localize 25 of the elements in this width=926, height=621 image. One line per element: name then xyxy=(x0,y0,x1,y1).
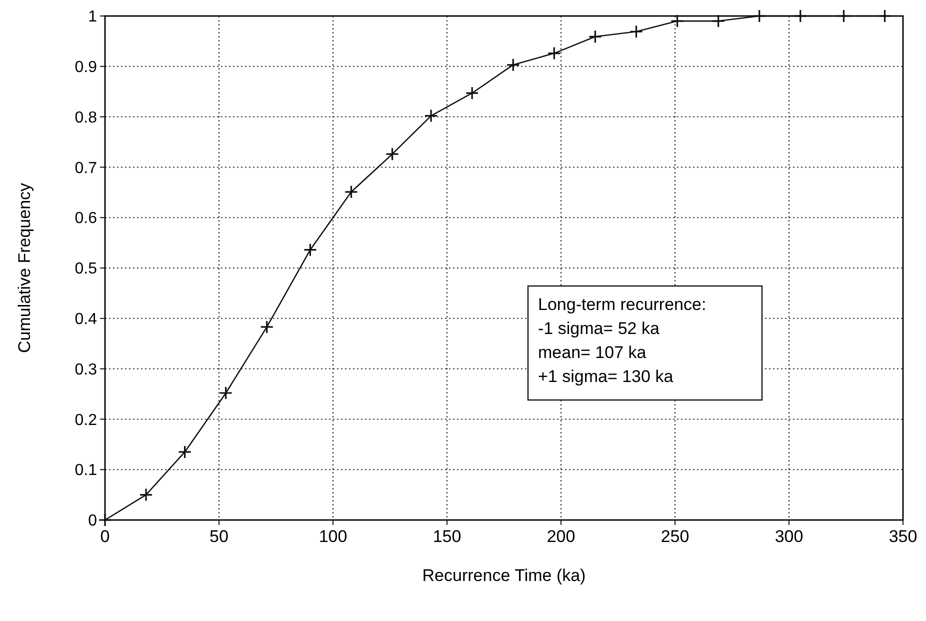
x-tick-label: 200 xyxy=(546,527,576,546)
y-tick-label: 0 xyxy=(88,512,98,530)
y-tick-label: 0.7 xyxy=(74,160,98,177)
y-tick-label: 0.2 xyxy=(74,412,98,429)
annotation: mean= 107 ka xyxy=(538,343,647,362)
annotation: -1 sigma= 52 ka xyxy=(538,319,660,338)
x-tick-label: 150 xyxy=(432,527,462,546)
y-tick-label: 0.8 xyxy=(74,109,98,126)
x-tick-label: 350 xyxy=(888,527,918,546)
y-tick-label: 1 xyxy=(88,8,98,26)
annotation: +1 sigma= 130 ka xyxy=(538,367,674,386)
x-tick-label: 300 xyxy=(774,527,804,546)
x-axis-title: Recurrence Time (ka) xyxy=(422,566,586,585)
y-tick-label: 0.6 xyxy=(74,210,98,228)
y-tick-label: 0.9 xyxy=(74,59,98,76)
annotation: Long-term recurrence: xyxy=(538,295,706,314)
y-tick-label: 0.3 xyxy=(74,361,98,378)
x-tick-label: 100 xyxy=(318,527,348,546)
y-tick-label: 0.4 xyxy=(74,311,98,328)
y-tick-label: 0.1 xyxy=(74,462,98,480)
x-tick-label: 250 xyxy=(660,527,690,546)
y-axis-title: Cumulative Frequency xyxy=(15,182,34,354)
x-tick-label: 50 xyxy=(210,527,228,546)
y-tick-label: 0.5 xyxy=(74,260,98,278)
x-tick-label: 0 xyxy=(100,527,110,546)
